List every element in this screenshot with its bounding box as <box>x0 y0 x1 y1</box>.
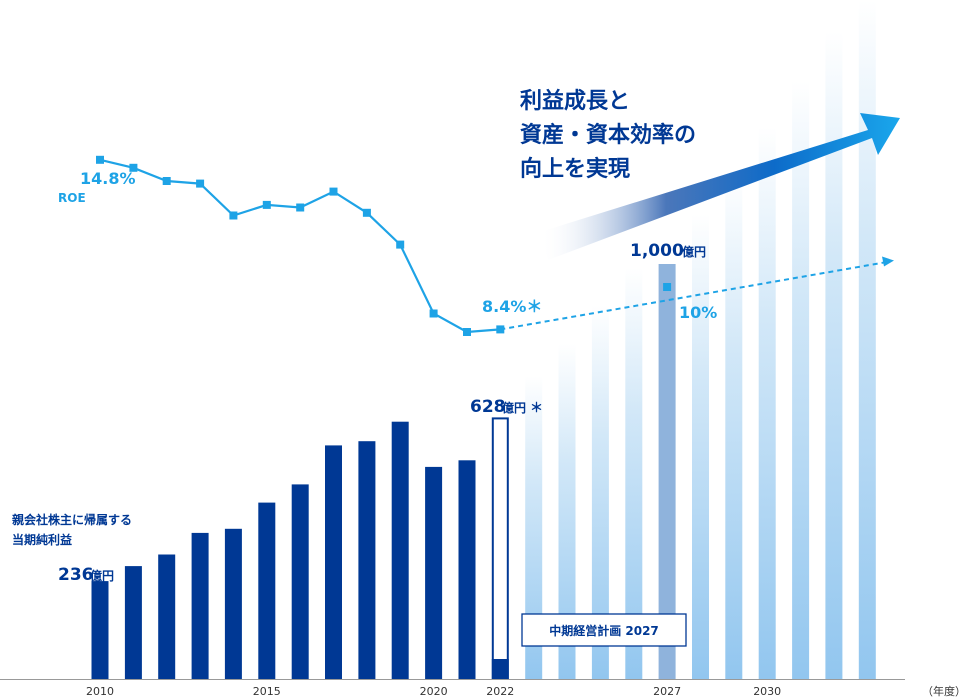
roe-label: ROE <box>58 191 86 205</box>
roe-start-label: 14.8% <box>80 169 136 188</box>
roe-target-arrowhead <box>882 256 894 267</box>
roe-point <box>362 208 371 217</box>
roe-point <box>129 163 138 172</box>
net-income-start-unit: 億円 <box>90 568 114 583</box>
projection-bar-2027 <box>658 264 676 679</box>
projection-bar <box>825 31 843 680</box>
net-income-bar <box>391 421 409 679</box>
projection-bar <box>692 214 709 679</box>
x-tick-label: 2010 <box>86 685 114 698</box>
projection-bar <box>525 376 543 679</box>
net-income-label-line-1: 親会社株主に帰属する <box>12 512 132 527</box>
headline-line-1: 利益成長と <box>520 88 630 114</box>
x-tick-label: 2027 <box>653 685 681 698</box>
net-income-bar <box>224 528 242 679</box>
roe-target-point <box>663 283 672 291</box>
net-income-start-value: 236 <box>58 565 94 585</box>
net-income-bar <box>291 484 309 679</box>
roe-point <box>96 155 104 164</box>
net-income-2022-value: 628 <box>470 397 506 417</box>
roe-point <box>229 211 238 220</box>
roe-target-line <box>500 261 885 331</box>
net-income-label-line-2: 当期純利益 <box>12 532 72 547</box>
net-income-bar <box>358 441 376 679</box>
headline-line-3: 向上を実現 <box>520 156 630 182</box>
x-tick-label: 2015 <box>253 685 281 698</box>
net-income-2022-unit: 億円 <box>502 400 526 415</box>
net-income-plan-bar <box>491 417 509 680</box>
roe-point <box>496 325 505 334</box>
roe-line-series <box>96 155 894 336</box>
roe-2022-label: 8.4%＊ <box>482 297 542 316</box>
projection-bar <box>591 305 609 679</box>
roe-point <box>296 203 305 212</box>
net-income-2027-unit: 億円 <box>682 244 706 259</box>
x-axis-ticks: 2010 2015 2020 2022 2027 2030 <box>86 685 781 698</box>
roe-point <box>262 200 271 209</box>
roe-line <box>99 158 501 334</box>
net-income-bar <box>325 445 342 679</box>
projection-bar <box>758 127 776 680</box>
plan-box <box>521 613 687 647</box>
roe-point <box>429 309 438 318</box>
plan-box-label: 中期経営計画 2027 <box>549 623 659 638</box>
net-income-bar <box>91 581 109 679</box>
net-income-plan-bar-base <box>491 659 509 679</box>
headline-line-2: 資産・資本効率の <box>520 122 696 148</box>
roe-target-label: 10% <box>679 303 717 322</box>
x-tick-label: 2020 <box>420 685 448 698</box>
net-income-bar <box>425 466 443 679</box>
projection-bar <box>558 343 576 679</box>
net-income-bar <box>124 566 142 679</box>
net-income-bar <box>258 502 276 679</box>
net-income-bar <box>191 532 209 679</box>
actual-bars <box>91 417 509 680</box>
projection-bar <box>725 172 743 679</box>
net-income-bar <box>458 460 476 679</box>
roe-point <box>396 240 405 249</box>
net-income-2027-value: 1,000 <box>630 241 684 261</box>
projection-bars <box>525 0 876 680</box>
net-income-bar <box>158 554 176 679</box>
growth-arrow <box>540 113 900 260</box>
x-tick-label: 2022 <box>486 685 514 698</box>
roe-point <box>162 177 171 185</box>
roe-point <box>196 179 205 188</box>
projection-bar <box>792 81 810 679</box>
x-tick-label: 2030 <box>753 685 781 698</box>
roe-point <box>329 187 338 196</box>
projection-bar <box>625 268 643 679</box>
roe-point <box>463 328 471 336</box>
x-axis-unit-label: （年度） <box>922 684 960 698</box>
net-income-2022-mark: ＊ <box>530 401 543 416</box>
projection-bar <box>858 0 876 679</box>
